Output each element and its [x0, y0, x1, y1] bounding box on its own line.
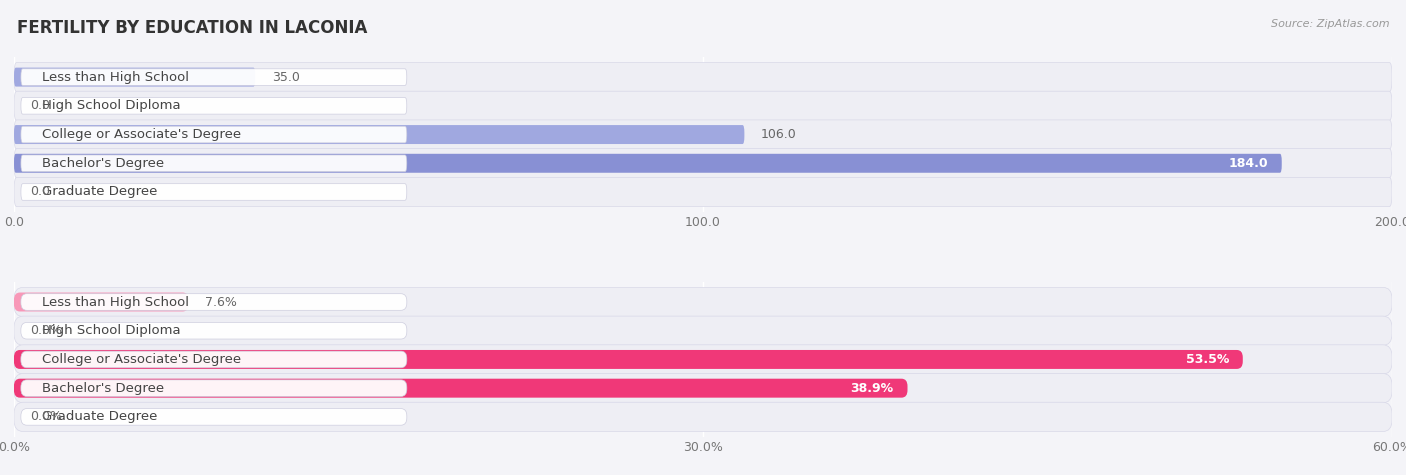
FancyBboxPatch shape [14, 149, 1392, 178]
FancyBboxPatch shape [14, 125, 744, 144]
FancyBboxPatch shape [14, 177, 1392, 207]
Text: 0.0: 0.0 [31, 99, 51, 112]
Text: 0.0%: 0.0% [31, 324, 63, 337]
Text: Graduate Degree: Graduate Degree [42, 186, 157, 199]
Text: Less than High School: Less than High School [42, 295, 188, 308]
Text: Bachelor's Degree: Bachelor's Degree [42, 157, 163, 170]
FancyBboxPatch shape [14, 120, 1392, 149]
FancyBboxPatch shape [14, 91, 1392, 121]
FancyBboxPatch shape [14, 402, 1392, 432]
FancyBboxPatch shape [14, 293, 188, 312]
FancyBboxPatch shape [21, 69, 406, 86]
FancyBboxPatch shape [14, 287, 1392, 317]
Text: Bachelor's Degree: Bachelor's Degree [42, 382, 163, 395]
Text: High School Diploma: High School Diploma [42, 324, 180, 337]
FancyBboxPatch shape [21, 351, 406, 368]
FancyBboxPatch shape [21, 408, 406, 425]
FancyBboxPatch shape [21, 184, 406, 200]
FancyBboxPatch shape [21, 126, 406, 143]
Text: College or Associate's Degree: College or Associate's Degree [42, 128, 240, 141]
FancyBboxPatch shape [21, 323, 406, 339]
FancyBboxPatch shape [14, 154, 1282, 173]
Text: 7.6%: 7.6% [205, 295, 238, 308]
Text: Less than High School: Less than High School [42, 71, 188, 84]
Text: High School Diploma: High School Diploma [42, 99, 180, 112]
Text: 38.9%: 38.9% [851, 382, 894, 395]
Text: 106.0: 106.0 [761, 128, 797, 141]
Text: FERTILITY BY EDUCATION IN LACONIA: FERTILITY BY EDUCATION IN LACONIA [17, 19, 367, 37]
FancyBboxPatch shape [14, 373, 1392, 403]
FancyBboxPatch shape [14, 67, 256, 86]
FancyBboxPatch shape [14, 62, 1392, 92]
Text: College or Associate's Degree: College or Associate's Degree [42, 353, 240, 366]
FancyBboxPatch shape [14, 379, 907, 398]
FancyBboxPatch shape [21, 97, 406, 114]
Text: 0.0: 0.0 [31, 186, 51, 199]
FancyBboxPatch shape [14, 350, 1243, 369]
Text: 35.0: 35.0 [271, 71, 299, 84]
Text: 184.0: 184.0 [1229, 157, 1268, 170]
FancyBboxPatch shape [21, 294, 406, 310]
Text: Graduate Degree: Graduate Degree [42, 410, 157, 423]
FancyBboxPatch shape [21, 155, 406, 171]
FancyBboxPatch shape [21, 380, 406, 397]
Text: 0.0%: 0.0% [31, 410, 63, 423]
Text: 53.5%: 53.5% [1185, 353, 1229, 366]
FancyBboxPatch shape [14, 316, 1392, 345]
Text: Source: ZipAtlas.com: Source: ZipAtlas.com [1271, 19, 1389, 29]
FancyBboxPatch shape [14, 345, 1392, 374]
